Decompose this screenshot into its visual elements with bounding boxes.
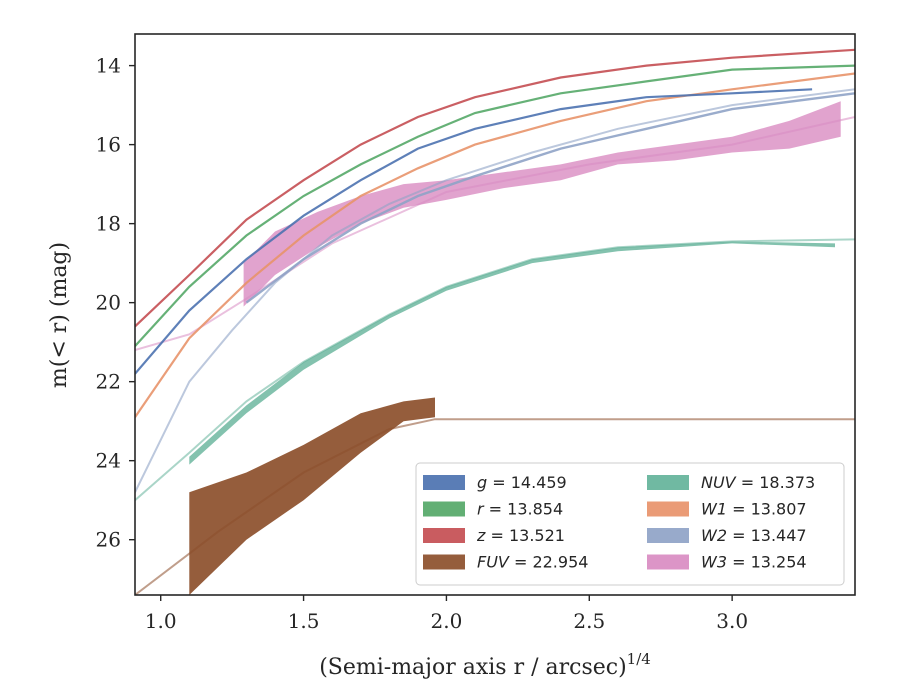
- line-g: [135, 88, 813, 375]
- line-z: [135, 48, 855, 328]
- legend-label-w3: W3 = 13.254: [701, 553, 807, 572]
- x-tick-label: 2.5: [573, 609, 605, 633]
- x-axis: 1.0 1.5 2.0 2.5 3.0: [145, 595, 748, 633]
- band-w3: [243, 101, 841, 307]
- legend-label-z: z = 13.521: [476, 526, 565, 545]
- legend-swatch-w2: [647, 528, 689, 543]
- legend: g = 14.459 r = 13.854 z = 13.521 FUV = 22.9…: [415, 462, 845, 586]
- legend-swatch-fuv: [423, 554, 465, 570]
- legend-label-fuv: FUV = 22.954: [477, 553, 588, 572]
- legend-label-w2: W2 = 13.447: [701, 526, 807, 545]
- y-tick-label: 26: [96, 528, 121, 552]
- legend-label-g: g = 14.459: [477, 473, 567, 492]
- model-line-nuv: [135, 238, 855, 501]
- legend-swatch-w3: [647, 554, 689, 570]
- legend-label-r: r = 13.854: [477, 500, 563, 519]
- x-tick-label: 1.5: [288, 609, 320, 633]
- y-tick-label: 20: [96, 291, 121, 315]
- plot-frame: [134, 33, 856, 596]
- line-w1: [135, 72, 855, 418]
- band-layer: [189, 101, 841, 595]
- x-tick-label: 3.0: [716, 609, 748, 633]
- legend-swatch-r: [423, 501, 465, 517]
- x-axis-label-superscript: 1/4: [627, 650, 651, 668]
- legend-swatch-w1: [647, 501, 689, 517]
- y-tick-label: 18: [96, 212, 121, 236]
- y-axis: 14 16 18 20 22 24 26: [96, 54, 135, 552]
- legend-label-nuv: NUV = 18.373: [701, 473, 815, 492]
- x-axis-label: (Semi-major axis r / arcsec)1/4: [319, 650, 651, 680]
- legend-swatch-g: [423, 475, 465, 490]
- legend-box: [415, 462, 845, 586]
- highlight-line-w2: [245, 92, 855, 304]
- line-w2: [135, 88, 855, 493]
- y-tick-label: 22: [96, 370, 121, 394]
- x-tick-label: 1.0: [145, 609, 177, 633]
- y-tick-label: 14: [96, 54, 121, 78]
- y-axis-label: m(< r) (mag): [47, 242, 72, 388]
- band-fuv: [189, 397, 435, 595]
- line-r: [135, 64, 855, 347]
- line-layer: [135, 48, 855, 595]
- y-tick-label: 16: [96, 133, 121, 157]
- x-tick-label: 2.0: [431, 609, 463, 633]
- legend-swatch-z: [423, 528, 465, 543]
- y-tick-label: 24: [96, 449, 121, 473]
- model-line-fuv: [135, 418, 855, 595]
- legend-label-w1: W1 = 13.807: [701, 500, 807, 519]
- legend-swatch-nuv: [647, 475, 689, 490]
